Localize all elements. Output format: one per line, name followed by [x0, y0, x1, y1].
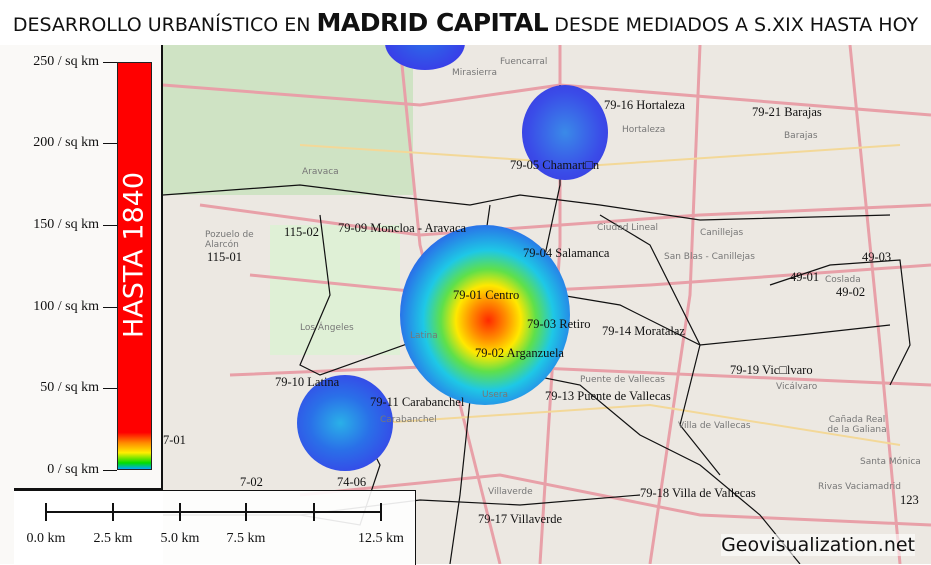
- district-label: 74-06: [337, 475, 367, 489]
- place-label: Villaverde: [488, 487, 533, 497]
- title-suffix: DESDE MEDIADOS A S.XIX HASTA HOY: [554, 14, 919, 36]
- legend-tick: [103, 307, 117, 308]
- place-label: Vicálvaro: [776, 382, 818, 392]
- place-label: Barajas: [784, 131, 818, 141]
- legend-tick-label: 200 / sq km: [33, 135, 99, 150]
- legend-period-label: HASTA 1840: [118, 171, 150, 339]
- place-label: Rivas Vaciamadrid: [818, 482, 901, 492]
- district-label: 79-17 Villaverde: [478, 512, 563, 526]
- density-hotspot-latina: [297, 375, 393, 471]
- place-label: Ciudad Lineal: [597, 223, 659, 233]
- legend-frame-horizontal: [14, 488, 163, 490]
- place-label: Santa Mónica: [860, 457, 921, 467]
- district-label: 7-02: [240, 475, 263, 489]
- district-label: 79-14 Moratalaz: [602, 324, 685, 338]
- scale-tick: [179, 503, 181, 521]
- scale-label: 5.0 km: [160, 531, 200, 546]
- district-label: 79-01 Centro: [453, 288, 520, 302]
- legend-tick-label: 250 / sq km: [33, 54, 99, 69]
- place-label: Fuencarral: [500, 57, 548, 67]
- density-hotspot-chamartin: [522, 85, 608, 180]
- legend-tick-label: 150 / sq km: [33, 217, 99, 232]
- district-label: 79-13 Puente de Vallecas: [545, 389, 671, 403]
- place-label: Usera: [482, 390, 509, 400]
- district-label: 79-09 Moncloa - Aravaca: [338, 221, 467, 235]
- place-label: Latina: [410, 331, 438, 341]
- district-label: 79-21 Barajas: [752, 105, 822, 119]
- district-label: 79-19 Vic□lvaro: [730, 363, 813, 377]
- place-label: Pozuelo de Alarcón: [205, 230, 254, 250]
- map-title: DESARROLLO URBANÍSTICO EN MADRID CAPITAL…: [0, 0, 931, 45]
- scale-tick: [45, 503, 47, 521]
- district-label: 79-18 Villa de Vallecas: [640, 486, 756, 500]
- legend-tick: [103, 388, 117, 389]
- district-label: 79-02 Arganzuela: [475, 346, 564, 360]
- place-label: Mirasierra: [452, 68, 497, 78]
- scale-tick: [313, 503, 315, 521]
- district-label: 79-11 Carabanchel: [370, 395, 465, 409]
- scale-label: 0.0 km: [26, 531, 66, 546]
- title-emphasis: MADRID CAPITAL: [316, 8, 549, 37]
- legend-tick: [103, 470, 117, 471]
- district-label: 79-03 Retiro: [527, 317, 591, 331]
- legend-tick-label: 50 / sq km: [40, 380, 99, 395]
- scale-tick: [112, 503, 114, 521]
- legend-tick-label: 100 / sq km: [33, 299, 99, 314]
- district-label: 79-04 Salamanca: [523, 246, 610, 260]
- legend-tick: [103, 143, 117, 144]
- scale-tick: [245, 503, 247, 521]
- park-area: [163, 45, 413, 195]
- district-label: 79-10 Latina: [275, 375, 340, 389]
- roads: [162, 45, 931, 564]
- scale-label: 2.5 km: [93, 531, 133, 546]
- place-label: Villa de Vallecas: [678, 421, 751, 431]
- legend-tick: [103, 225, 117, 226]
- place-label: Hortaleza: [622, 125, 666, 135]
- district-label: 49-03: [862, 250, 892, 264]
- district-label: 115-02: [284, 225, 319, 239]
- scale-bar: 0.0 km 2.5 km 5.0 km 7.5 km 12.5 km: [14, 490, 416, 565]
- district-label: 79-16 Hortaleza: [604, 98, 685, 112]
- attribution: Geovisualization.net: [721, 534, 915, 556]
- district-label: 7-01: [163, 433, 186, 447]
- place-label: Canillejas: [700, 228, 744, 238]
- place-label: Aravaca: [302, 167, 339, 177]
- scale-tick: [380, 503, 382, 521]
- legend-tick: [103, 62, 117, 63]
- place-label: San Blas - Canillejas: [664, 252, 755, 262]
- district-label: 49-02: [836, 285, 866, 299]
- district-label: 115-01: [207, 250, 242, 264]
- density-hotspot-centro: [400, 225, 570, 405]
- scale-line: [45, 511, 381, 513]
- legend-tick-label: 0 / sq km: [47, 462, 99, 477]
- district-label: 79-05 Chamart□n: [510, 158, 600, 172]
- scale-label: 12.5 km: [358, 531, 404, 546]
- scale-label: 7.5 km: [226, 531, 266, 546]
- density-color-legend: [117, 62, 152, 470]
- place-label: Los Ángeles: [300, 323, 354, 333]
- place-label: Coslada: [825, 275, 861, 285]
- district-label: 123: [900, 493, 919, 507]
- park-area: [270, 225, 400, 355]
- place-label: Puente de Vallecas: [580, 375, 665, 385]
- place-label: Carabanchel: [380, 415, 437, 425]
- title-prefix: DESARROLLO URBANÍSTICO EN: [12, 14, 311, 36]
- place-label: Cañada Real de la Galiana: [827, 415, 887, 435]
- legend-frame-vertical: [161, 45, 163, 490]
- map-canvas[interactable]: Fuencarral Mirasierra Aravaca Hortaleza …: [0, 45, 931, 564]
- district-label: 49-01: [790, 270, 820, 284]
